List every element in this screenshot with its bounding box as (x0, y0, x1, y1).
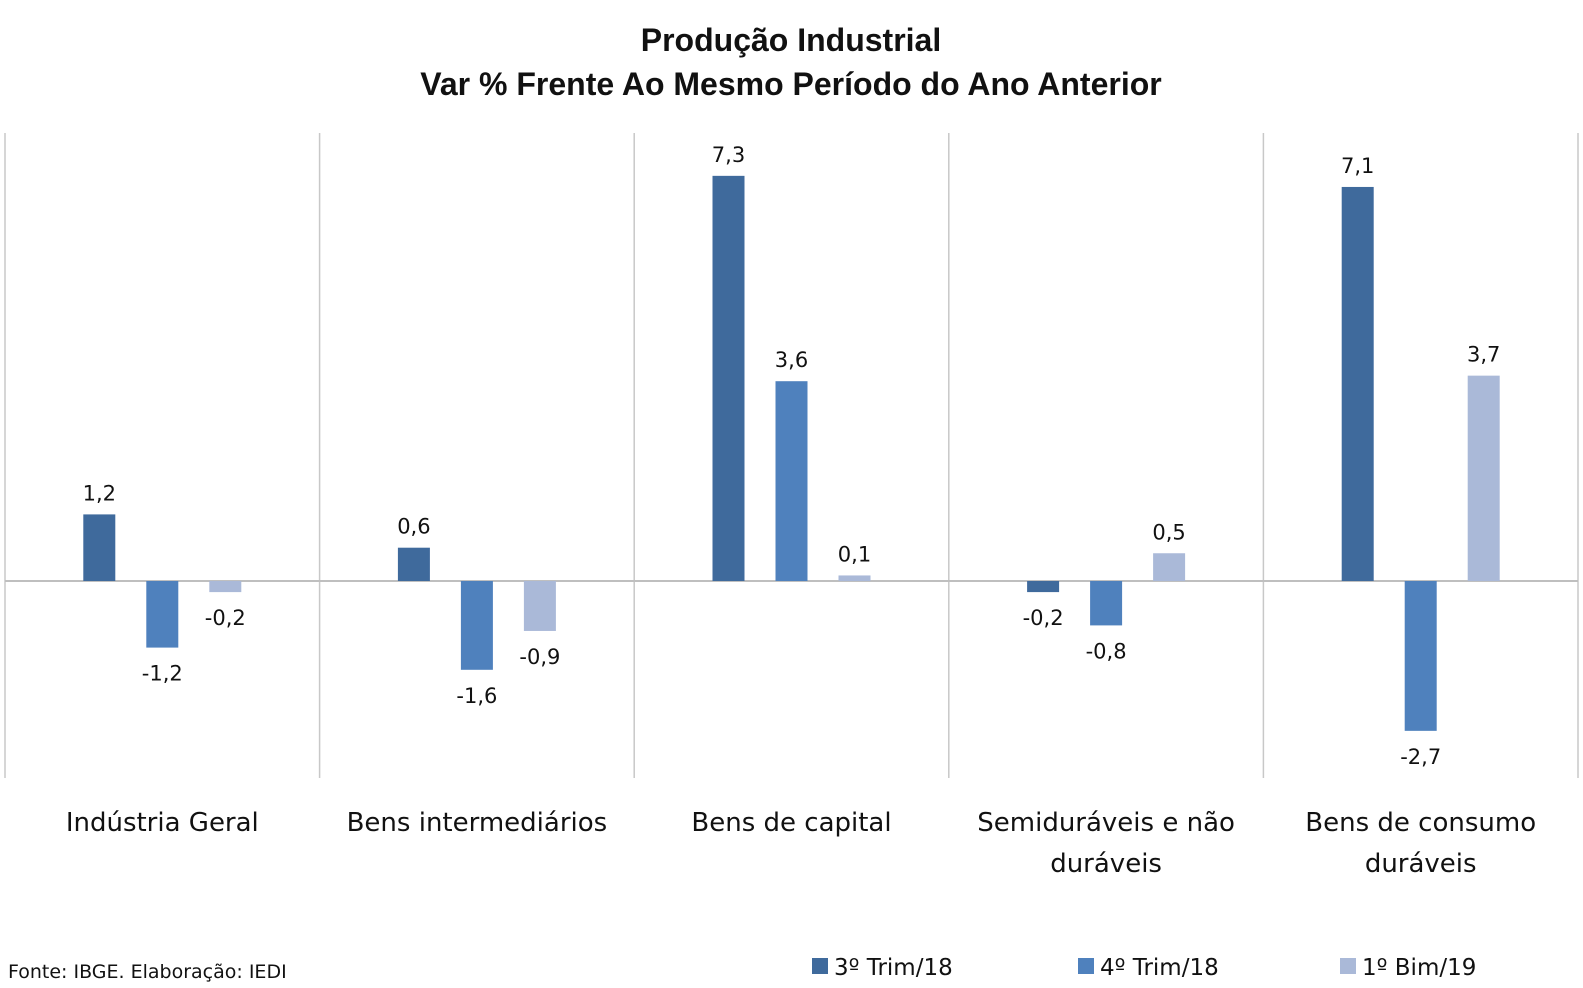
bar (712, 175, 745, 581)
data-labels-group: 1,2 0,6 7,3 -0,2 7,1 -1,2 -1,6 3,6 -0,8 -2,7 -0,2 -… (83, 143, 1501, 769)
data-label: 0,1 (838, 542, 871, 566)
legend-label: 3º Trim/18 (834, 955, 953, 981)
category-separators (4, 133, 1579, 778)
legend-swatch (1078, 958, 1094, 974)
data-label: 7,1 (1341, 154, 1374, 178)
bar (523, 581, 556, 631)
bar (1090, 581, 1123, 626)
legend-swatch (812, 958, 828, 974)
bar (1027, 581, 1060, 593)
bar (209, 581, 242, 593)
data-label: 3,6 (775, 348, 808, 372)
category-label: Bens de consumo (1305, 808, 1536, 838)
data-label: -1,2 (142, 662, 183, 686)
category-labels-group: Indústria Geral Bens intermediários Bens d… (66, 808, 1536, 879)
data-label: -1,6 (456, 684, 497, 708)
data-label: -0,2 (1023, 606, 1064, 630)
legend-swatch (1340, 958, 1356, 974)
data-label: -0,2 (205, 606, 246, 630)
source-note: Fonte: IBGE. Elaboração: IEDI (8, 961, 287, 983)
bar (83, 514, 116, 581)
category-label: duráveis (1050, 849, 1162, 879)
bar (1404, 581, 1437, 731)
bar (1153, 553, 1186, 581)
bar (397, 547, 430, 581)
bar (460, 581, 493, 670)
data-label: 1,2 (83, 481, 116, 505)
data-label: 0,5 (1152, 520, 1185, 544)
bar (1467, 375, 1500, 581)
legend-label: 4º Trim/18 (1100, 955, 1219, 981)
data-label: -0,8 (1086, 639, 1127, 663)
category-label: Indústria Geral (66, 808, 259, 838)
bar (775, 381, 808, 581)
legend: 3º Trim/18 4º Trim/18 1º Bim/19 (812, 955, 1476, 981)
data-label: 0,6 (397, 515, 430, 539)
data-label: -0,9 (519, 645, 560, 669)
bar (1341, 186, 1374, 581)
category-label: Semiduráveis e não (977, 808, 1235, 838)
bar (838, 575, 871, 581)
chart-subtitle: Var % Frente Ao Mesmo Período do Ano Ant… (420, 66, 1161, 102)
category-label: Bens intermediários (347, 808, 608, 838)
chart-title: Produção Industrial (641, 22, 941, 58)
data-label: 3,7 (1467, 343, 1500, 367)
bars-group (83, 175, 1500, 731)
legend-label: 1º Bim/19 (1362, 955, 1476, 981)
data-label: -2,7 (1400, 745, 1441, 769)
category-label: duráveis (1365, 849, 1477, 879)
bar (146, 581, 179, 648)
data-label: 7,3 (712, 143, 745, 167)
category-label: Bens de capital (691, 808, 891, 838)
